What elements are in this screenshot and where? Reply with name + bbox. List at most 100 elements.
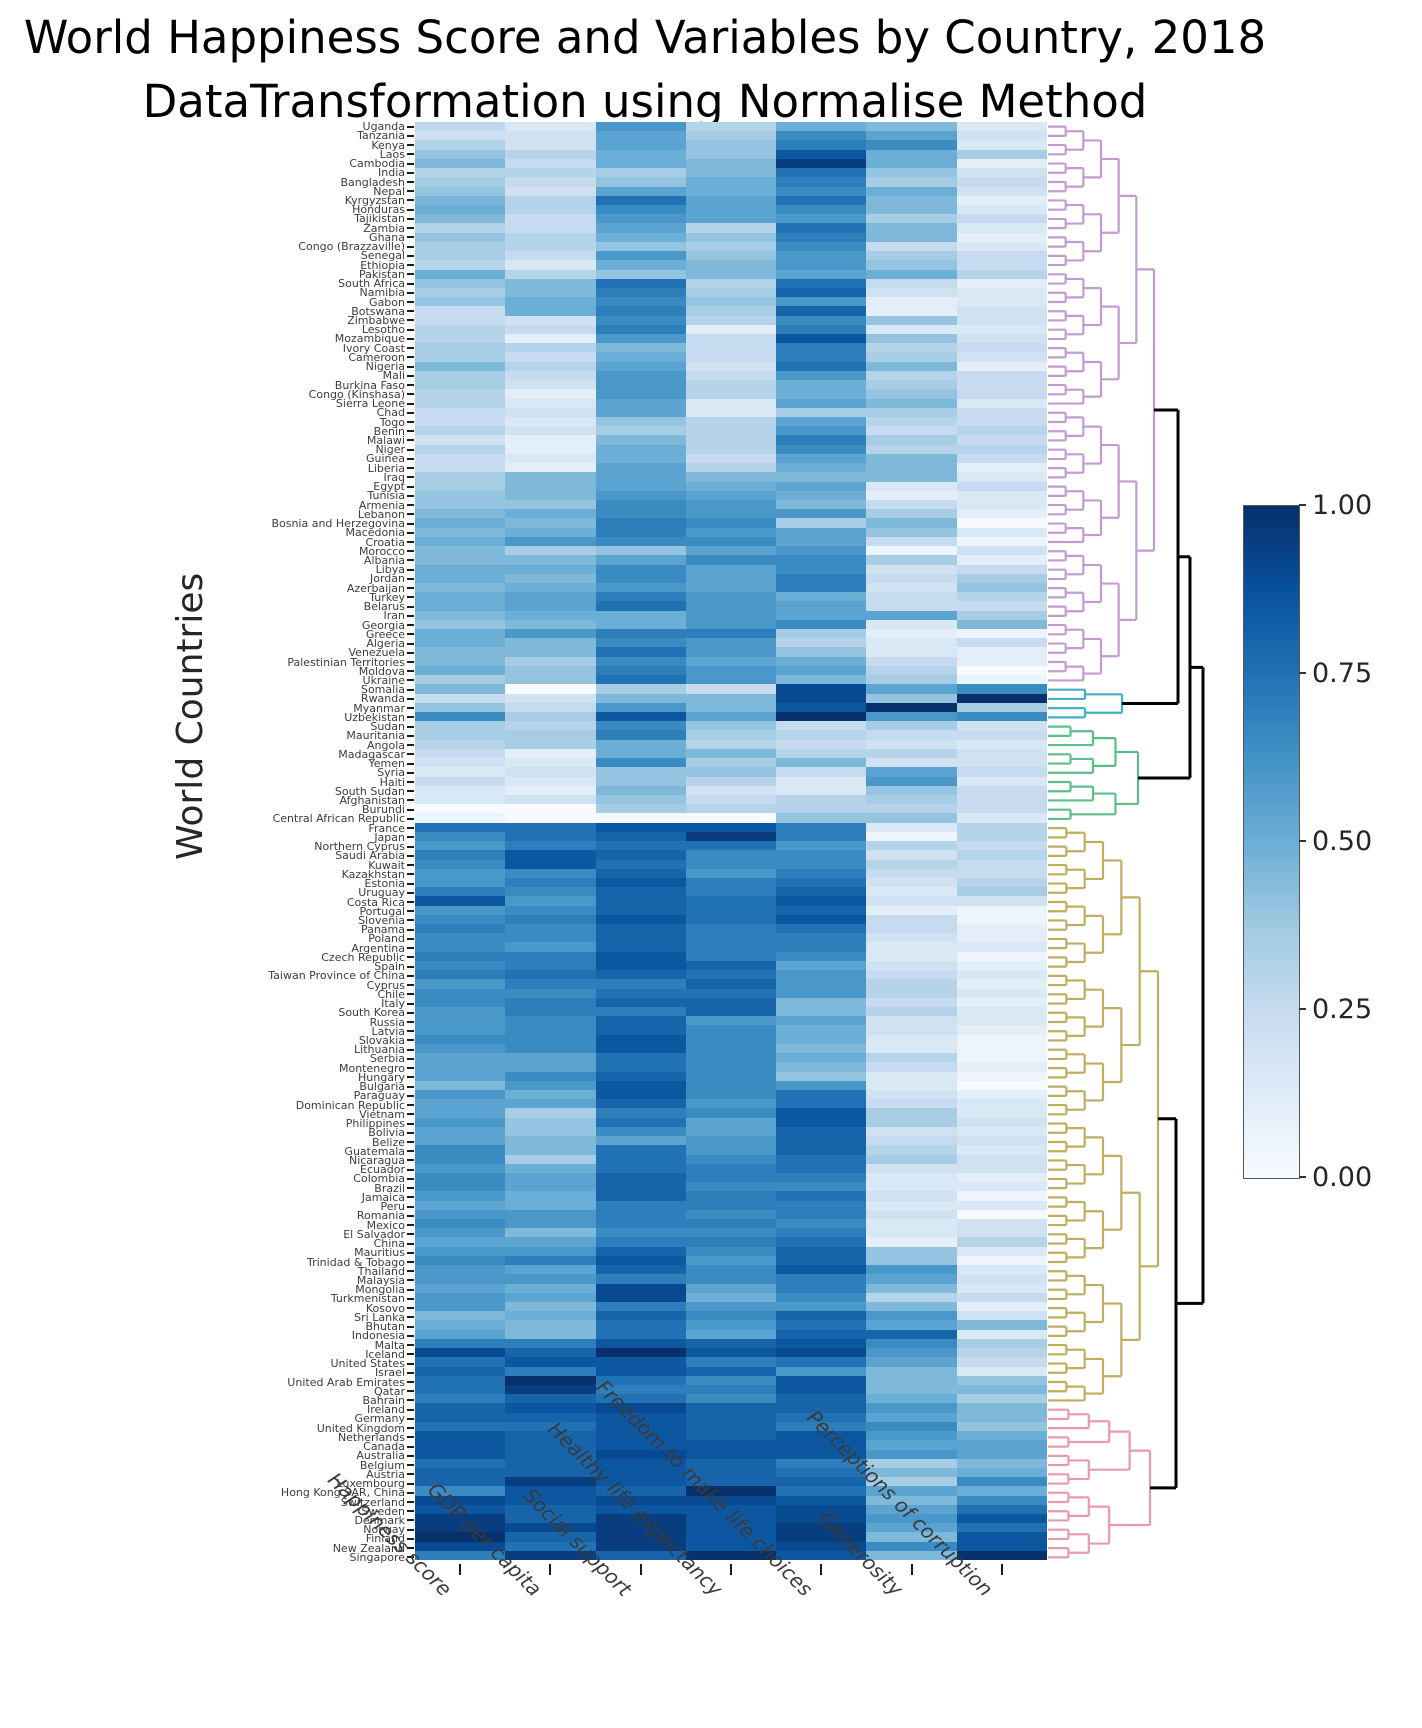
row-tick [407, 1168, 414, 1171]
row-tick [407, 439, 414, 442]
heatmap-cell [505, 370, 596, 381]
heatmap-cell [415, 177, 506, 187]
heatmap-cell [595, 1532, 686, 1542]
heatmap-row [415, 1108, 1047, 1118]
heatmap-cell [866, 269, 957, 279]
heatmap-cell [956, 490, 1047, 500]
heatmap-cell [505, 1172, 596, 1183]
row-label: Trinidad & Tobago [306, 1255, 405, 1269]
heatmap-cell [956, 656, 1047, 666]
heatmap-cell [866, 1136, 957, 1146]
colorbar-tick [1299, 1176, 1306, 1178]
heatmap-cell [685, 490, 777, 500]
heatmap-cell [505, 638, 596, 648]
heatmap-cell [866, 638, 957, 648]
heatmap-cell [866, 1495, 957, 1505]
chart-title-line2: DataTransformation using Normalise Metho… [142, 75, 1148, 129]
heatmap-cell [595, 186, 686, 196]
heatmap-cell [685, 970, 777, 980]
heatmap-cell [776, 149, 867, 159]
row-tick [407, 301, 414, 303]
heatmap-cell [866, 1237, 957, 1247]
row-tick [407, 356, 414, 359]
heatmap-row [415, 684, 1047, 694]
colorbar-tick [1299, 504, 1306, 506]
heatmap-cell [776, 1126, 867, 1137]
row-tick [407, 217, 414, 220]
row-label: Czech Republic [321, 950, 405, 964]
heatmap-cell [505, 509, 596, 519]
heatmap-cell [505, 721, 596, 731]
heatmap-cell [685, 1495, 777, 1505]
heatmap-cell [595, 1209, 686, 1220]
row-tick [407, 171, 414, 174]
heatmap-cell [776, 453, 867, 464]
heatmap-cell [866, 1025, 957, 1035]
heatmap-cell [415, 1550, 506, 1561]
heatmap-cell [776, 195, 867, 205]
heatmap-cell [595, 656, 686, 666]
heatmap-cell [415, 1486, 506, 1496]
heatmap-cell [866, 361, 957, 371]
heatmap-cell [685, 1504, 777, 1515]
heatmap-cell [595, 960, 686, 971]
heatmap-cell [685, 1283, 777, 1293]
row-label: Nicaragua [348, 1153, 405, 1167]
heatmap-cell [866, 1246, 957, 1256]
heatmap-cell [685, 518, 777, 528]
heatmap-cell [956, 610, 1047, 620]
row-label: Yemen [368, 757, 405, 771]
heatmap-cell [415, 426, 506, 436]
heatmap-cell [956, 1477, 1047, 1487]
heatmap-cell [776, 287, 867, 298]
colorbar-tick-label: 0.00 [1312, 1162, 1373, 1193]
heatmap-cell [866, 1209, 957, 1220]
heatmap-row [415, 601, 1047, 611]
heatmap-row [415, 1209, 1047, 1220]
heatmap-cell [685, 1477, 777, 1487]
heatmap-cell [685, 131, 777, 141]
heatmap-cell [505, 748, 596, 759]
heatmap-cell [505, 1117, 596, 1127]
row-label: United Arab Emirates [287, 1375, 405, 1389]
heatmap-cell [685, 758, 777, 768]
heatmap-cell [776, 527, 867, 537]
heatmap-cell [595, 1541, 686, 1551]
heatmap-row [415, 997, 1047, 1007]
heatmap-cell [956, 435, 1047, 445]
heatmap-row [415, 924, 1047, 934]
heatmap-cell [685, 1532, 777, 1542]
heatmap-cell [685, 1237, 777, 1247]
column-tick [910, 1564, 913, 1575]
heatmap-cell [776, 1007, 867, 1017]
heatmap-cell [866, 1126, 957, 1137]
heatmap-cell [595, 1348, 686, 1358]
row-tick [407, 910, 414, 913]
row-tick [407, 1242, 414, 1245]
heatmap-row [415, 1532, 1047, 1542]
row-label: France [368, 821, 405, 835]
heatmap-cell [866, 592, 957, 602]
heatmap-cell [866, 1403, 957, 1413]
heatmap-cell [415, 1025, 506, 1035]
heatmap-cell [866, 1292, 957, 1302]
row-label: Bangladesh [340, 175, 406, 189]
heatmap-cell [415, 942, 506, 952]
row-tick [407, 1353, 414, 1356]
row-label: Libya [375, 563, 405, 577]
heatmap-cell [415, 1302, 506, 1312]
heatmap-cell [595, 481, 686, 491]
heatmap-cell [956, 518, 1047, 528]
heatmap-cell [685, 1053, 777, 1063]
heatmap-cell [956, 1467, 1047, 1478]
heatmap-cell [415, 1089, 506, 1100]
heatmap-cell [776, 407, 867, 417]
row-label: Gabon [369, 295, 405, 309]
heatmap-cell [956, 1126, 1047, 1137]
heatmap-cell [776, 186, 867, 196]
heatmap-row [415, 804, 1047, 814]
heatmap-cell [415, 1191, 506, 1201]
row-label: Azerbaijan [346, 581, 405, 595]
heatmap-cell [866, 1228, 957, 1238]
heatmap-cell [866, 942, 957, 952]
